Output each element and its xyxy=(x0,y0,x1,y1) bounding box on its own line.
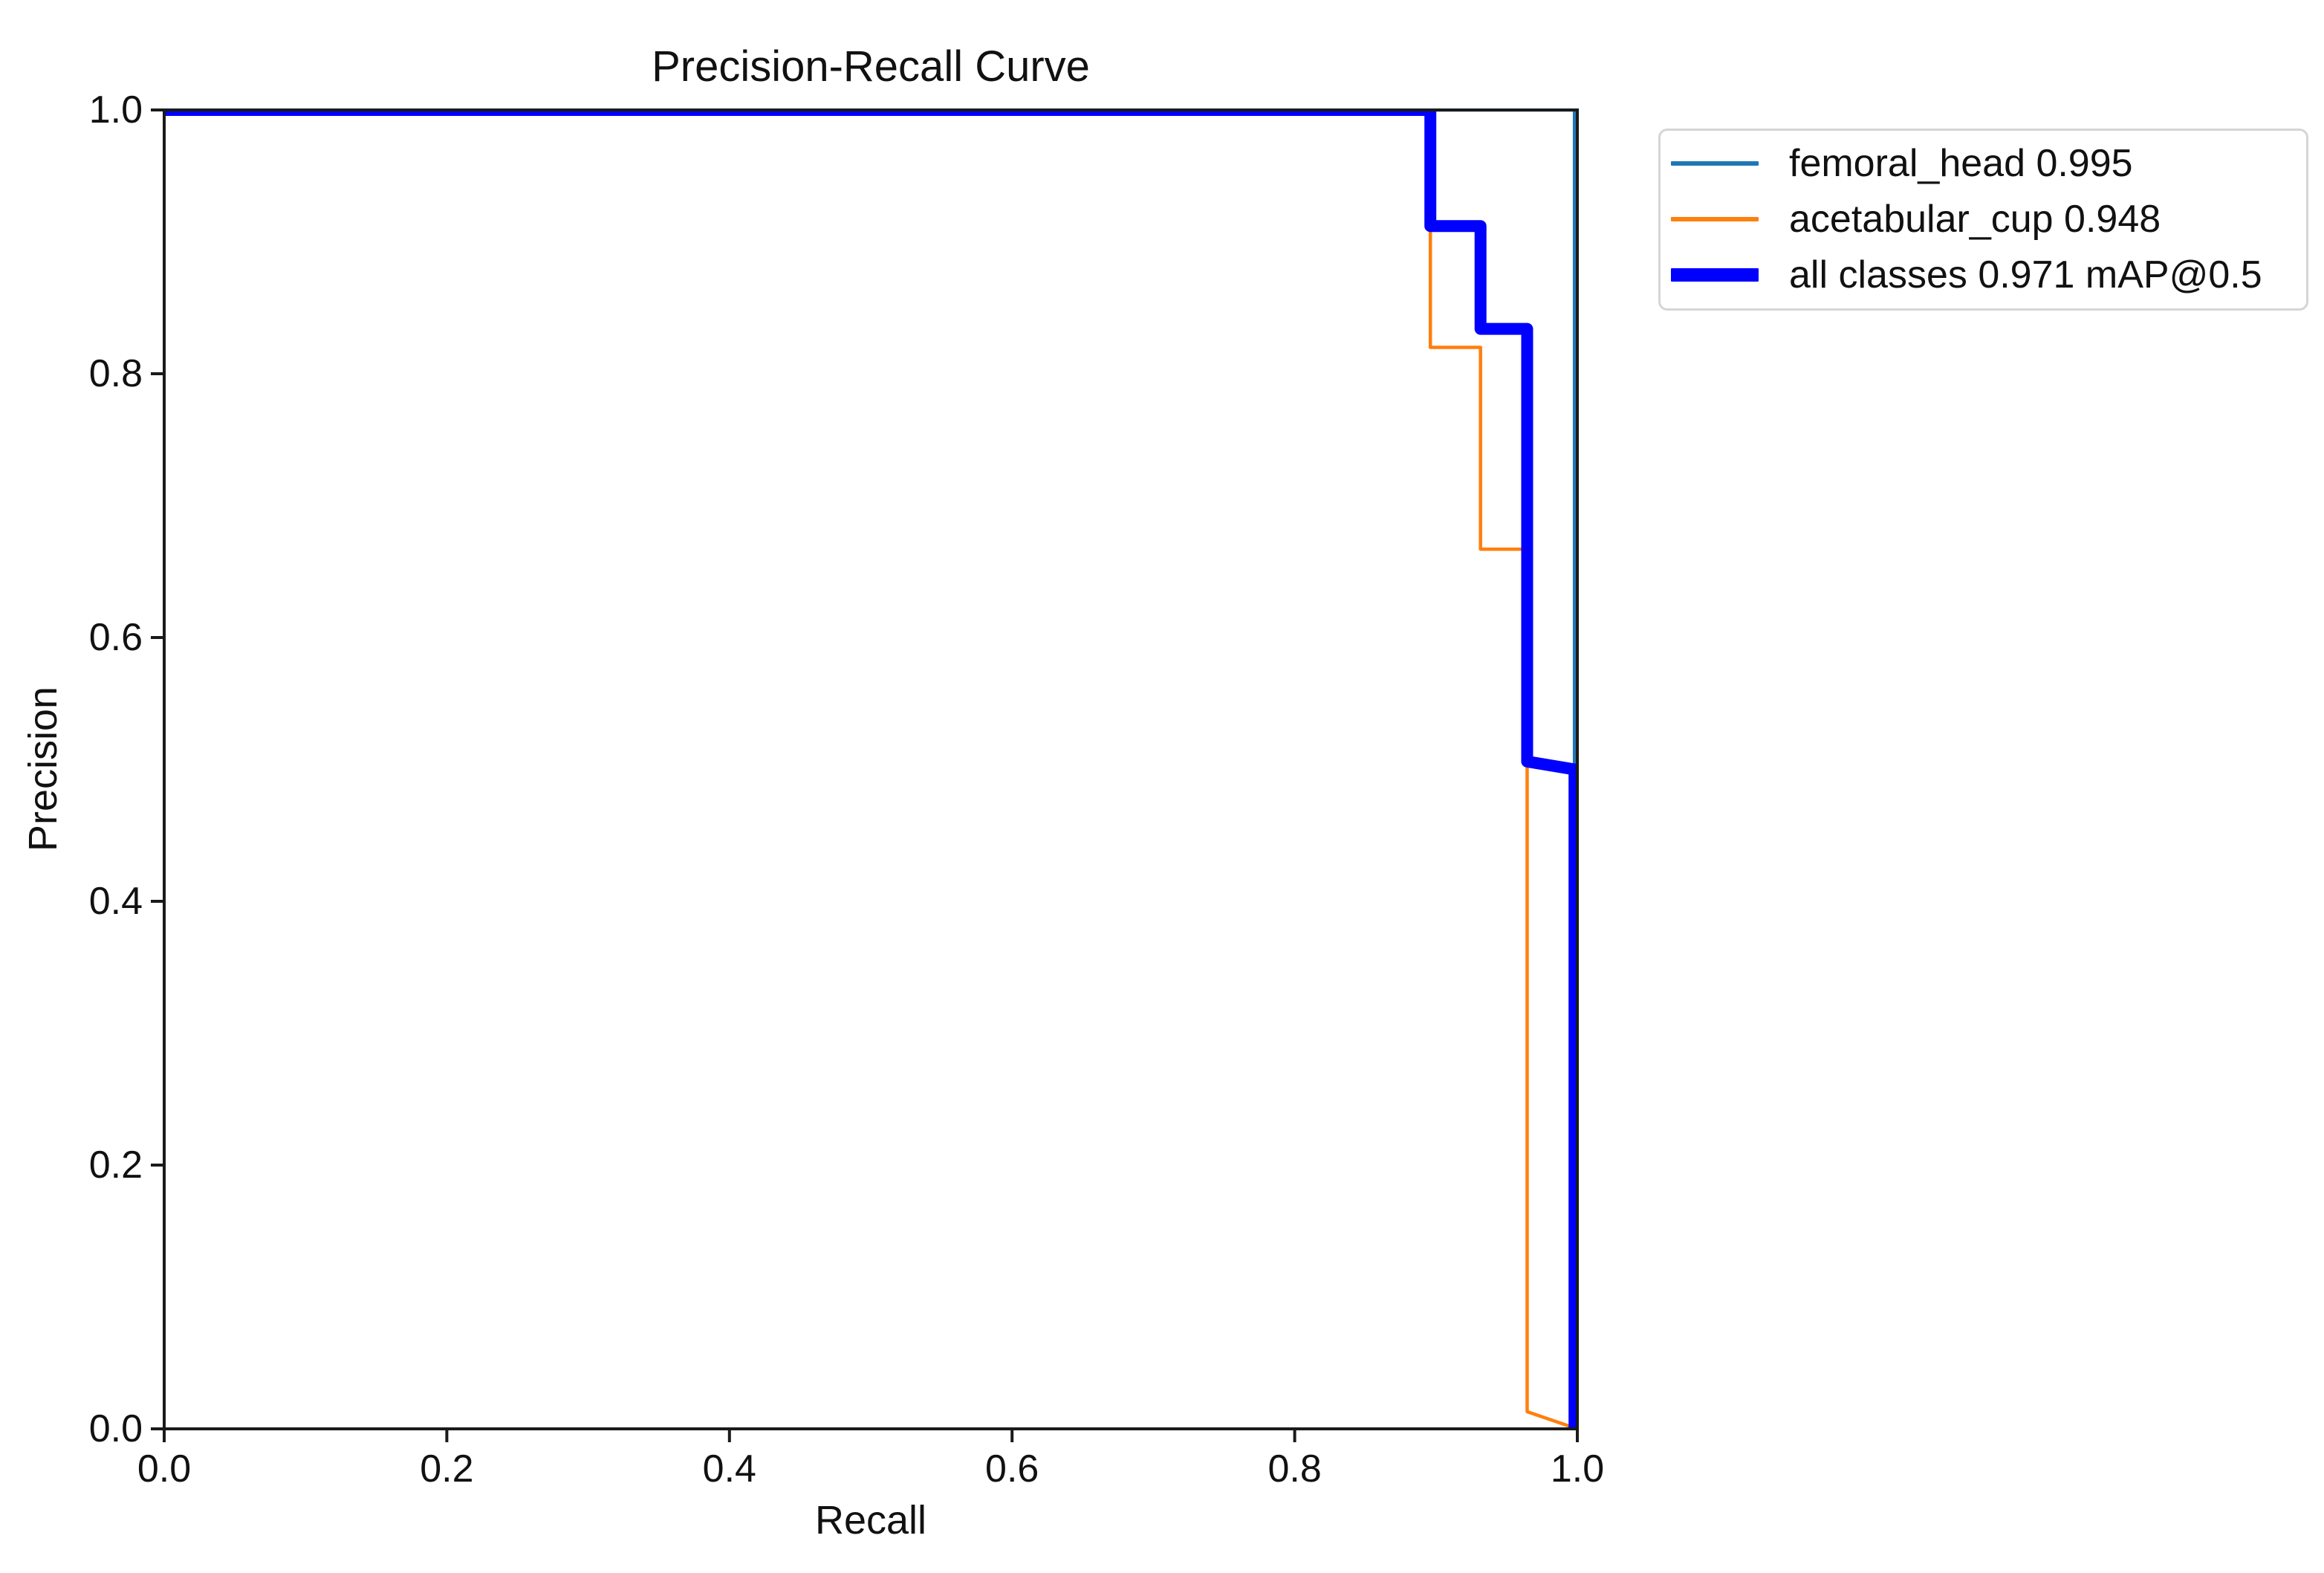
x-tick-label: 0.8 xyxy=(1268,1447,1322,1491)
x-tick-label: 1.0 xyxy=(1550,1447,1605,1491)
y-axis-label: Precision xyxy=(21,686,65,852)
y-tick-label: 0.8 xyxy=(88,352,143,395)
legend-label: all classes 0.971 mAP@0.5 xyxy=(1789,253,2262,296)
y-tick-label: 1.0 xyxy=(88,88,143,132)
x-axis-label: Recall xyxy=(814,1498,927,1543)
legend-label: femoral_head 0.995 xyxy=(1789,141,2133,185)
y-tick-label: 0.2 xyxy=(88,1144,143,1187)
chart-title: Precision-Recall Curve xyxy=(652,42,1090,91)
x-tick-label: 0.0 xyxy=(137,1447,192,1491)
legend: femoral_head 0.995 acetabular_cup 0.948 … xyxy=(1658,129,2308,311)
plot-frame xyxy=(163,108,1579,1430)
legend-line-swatch-acetabular-cup xyxy=(1671,216,1759,221)
x-tick-label: 0.6 xyxy=(985,1447,1039,1491)
legend-entry: acetabular_cup 0.948 xyxy=(1661,191,2306,247)
pr-curve-femoral_head xyxy=(164,109,1577,1429)
pr-curve-all-classes xyxy=(164,109,1578,1429)
y-tick-label: 0.4 xyxy=(88,880,143,923)
x-tick-label: 0.2 xyxy=(420,1447,474,1491)
legend-line-swatch-femoral-head xyxy=(1671,160,1759,166)
legend-entry: all classes 0.971 mAP@0.5 xyxy=(1661,247,2306,302)
pr-curve-acetabular_cup xyxy=(164,109,1578,1430)
legend-label: acetabular_cup 0.948 xyxy=(1789,197,2161,241)
x-tick-label: 0.4 xyxy=(702,1447,756,1491)
legend-line-swatch-all-classes xyxy=(1671,267,1759,282)
y-tick-label: 0.0 xyxy=(88,1407,143,1450)
legend-entry: femoral_head 0.995 xyxy=(1661,135,2306,191)
y-tick-label: 0.6 xyxy=(88,616,143,659)
